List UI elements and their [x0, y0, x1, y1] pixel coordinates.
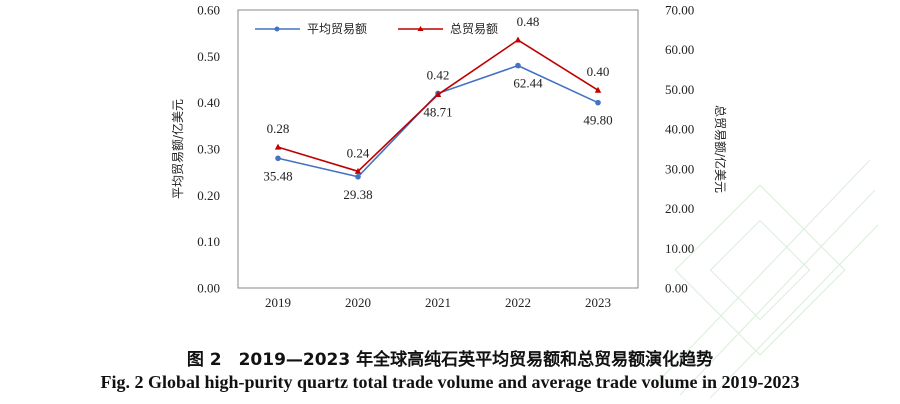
y-tick-label: 0.20 [197, 188, 220, 203]
point-average [595, 99, 601, 106]
legend-marker-average [274, 26, 280, 32]
y2-tick-label: 10.00 [665, 241, 694, 256]
y-tick-label: 0.00 [197, 281, 220, 296]
data-label-average: 0.28 [267, 121, 290, 136]
data-label-total: 35.48 [263, 168, 292, 183]
y2-tick-label: 30.00 [665, 161, 694, 176]
data-label-total: 48.71 [423, 105, 452, 120]
x-tick-label: 2020 [345, 295, 371, 310]
y2-tick-label: 60.00 [665, 42, 694, 57]
x-axis-ticks: 2019 2020 2021 2022 2023 [265, 295, 611, 310]
y-axis-title: 平均贸易额/亿美元 [170, 99, 185, 199]
data-labels-layer: 0.28 0.24 0.42 0.48 0.40 35.48 29.38 48.71 62.44… [263, 14, 612, 202]
x-tick-label: 2019 [265, 295, 291, 310]
chart-canvas: 0.00 0.10 0.20 0.30 0.40 0.50 0.60 0.00 10.00 20… [170, 3, 728, 311]
y-tick-label: 0.50 [197, 49, 220, 64]
y-tick-label: 0.30 [197, 142, 220, 157]
y2-tick-label: 50.00 [665, 82, 694, 97]
legend-label-average: 平均贸易额 [307, 22, 367, 36]
point-average [355, 174, 361, 180]
data-label-total: 49.80 [583, 113, 612, 128]
data-label-total: 29.38 [343, 187, 372, 202]
legend: 平均贸易额 总贸易额 [255, 22, 498, 36]
legend-marker-total [417, 26, 424, 31]
y2-tick-label: 20.00 [665, 201, 694, 216]
data-label-average: 0.42 [427, 67, 450, 82]
x-tick-label: 2022 [505, 295, 531, 310]
point-average [515, 62, 521, 69]
y-tick-label: 0.60 [197, 3, 220, 18]
data-label-average: 0.24 [347, 145, 370, 160]
point-total [274, 143, 282, 150]
y2-tick-label: 40.00 [665, 122, 694, 137]
point-total [514, 36, 522, 43]
y2-tick-label: 70.00 [665, 3, 694, 18]
legend-label-total: 总贸易额 [450, 22, 498, 36]
point-total [354, 167, 362, 174]
data-label-average: 0.40 [587, 64, 610, 79]
y-tick-label: 0.10 [197, 234, 220, 249]
series-layer [274, 36, 602, 180]
y-tick-label: 0.40 [197, 95, 220, 110]
x-tick-label: 2023 [585, 295, 611, 310]
y2-tick-label: 0.00 [665, 281, 688, 296]
x-tick-label: 2021 [425, 295, 451, 310]
y2-axis-title: 总贸易额/亿美元 [713, 105, 728, 193]
left-axis-ticks: 0.00 0.10 0.20 0.30 0.40 0.50 0.60 [197, 3, 220, 296]
figure-caption-chinese: 图 2 2019—2023 年全球高纯石英平均贸易额和总贸易额演化趋势 [186, 350, 714, 370]
point-total [434, 91, 442, 98]
point-total [594, 86, 602, 93]
data-label-average: 0.48 [517, 14, 540, 29]
figure-caption-english: Fig. 2 Global high-purity quartz total t… [100, 372, 800, 392]
data-label-total: 62.44 [513, 76, 543, 91]
watermark-logo [649, 159, 879, 399]
right-axis-ticks: 0.00 10.00 20.00 30.00 40.00 50.00 60.00 70.00 [665, 3, 694, 296]
point-average [275, 155, 281, 162]
plot-area-frame [237, 9, 639, 289]
